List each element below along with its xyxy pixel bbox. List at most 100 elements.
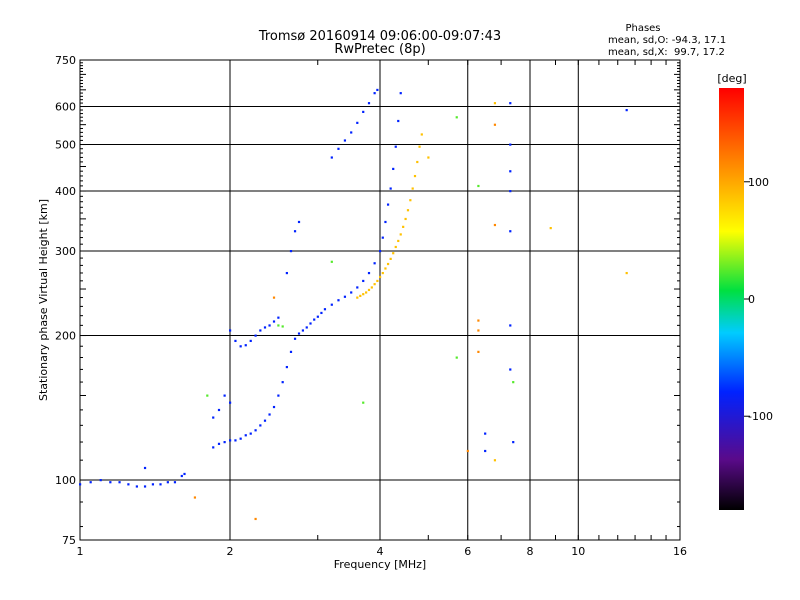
chart-title: Tromsø 20160914 09:06:00-09:07:43 xyxy=(258,29,501,44)
data-point xyxy=(254,334,257,337)
data-point xyxy=(193,496,197,499)
data-point xyxy=(379,275,382,279)
data-point xyxy=(330,303,333,306)
data-point xyxy=(509,324,512,327)
x-tick-label: 2 xyxy=(227,545,234,558)
data-point xyxy=(313,318,316,321)
stats-line-o: mean, sd,O: -94.3, 17.1 xyxy=(608,35,726,46)
data-point xyxy=(418,145,421,148)
data-point xyxy=(337,299,340,302)
data-point xyxy=(350,291,353,294)
colorbar-gradient xyxy=(719,88,744,510)
y-tick-label: 100 xyxy=(55,474,76,487)
x-tick-label: 4 xyxy=(377,545,384,558)
data-point xyxy=(254,517,257,521)
stats-line-x: mean, sd,X: 99.7, 17.2 xyxy=(608,47,725,58)
data-point xyxy=(183,472,186,476)
data-point xyxy=(406,209,410,212)
colorbar-ticks: 100 0 -100 xyxy=(744,176,773,423)
plot-area: 1 2 4 6 8 10 16 75 100 200 300 400 500 600 750 xyxy=(55,54,687,558)
data-point xyxy=(359,294,362,297)
data-point xyxy=(330,260,333,263)
data-point xyxy=(249,432,252,435)
data-point xyxy=(477,350,480,353)
data-point xyxy=(356,286,359,289)
x-tick-label: 10 xyxy=(571,545,585,558)
y-axis-label: Stationary phase Virtual Height [km] xyxy=(37,199,50,401)
data-point xyxy=(455,356,458,359)
data-point xyxy=(277,316,280,319)
colorbar: [deg] 100 0 -100 xyxy=(717,72,773,510)
data-point xyxy=(416,160,419,164)
data-point xyxy=(509,170,512,173)
data-point xyxy=(239,437,242,440)
data-point xyxy=(493,459,497,462)
colorbar-tick-label: -100 xyxy=(748,410,773,423)
data-point xyxy=(323,308,327,311)
data-point xyxy=(151,483,155,486)
data-point xyxy=(143,466,147,470)
data-point xyxy=(135,485,138,488)
data-point xyxy=(392,252,395,255)
data-point xyxy=(413,174,417,178)
data-point xyxy=(337,147,340,150)
data-point xyxy=(229,439,232,442)
colorbar-tick-label: 100 xyxy=(748,176,769,189)
data-point xyxy=(217,408,221,412)
data-point xyxy=(118,481,121,484)
data-point xyxy=(166,481,169,484)
data-point xyxy=(127,483,130,486)
data-point xyxy=(477,319,480,322)
data-point xyxy=(376,279,379,283)
data-point xyxy=(356,121,359,124)
data-point xyxy=(263,326,267,329)
data-point xyxy=(89,481,92,484)
data-point xyxy=(289,350,293,353)
data-point xyxy=(343,295,347,298)
data-point xyxy=(397,119,400,123)
x-tick-label: 6 xyxy=(464,545,471,558)
data-point xyxy=(297,220,301,224)
data-point xyxy=(343,139,347,142)
data-point xyxy=(389,187,392,190)
data-point xyxy=(381,236,384,239)
data-point xyxy=(173,481,177,484)
data-point xyxy=(239,345,242,348)
data-point xyxy=(289,250,293,253)
x-tick-label: 1 xyxy=(77,545,84,558)
data-point xyxy=(362,110,365,113)
data-point xyxy=(259,424,262,427)
y-tick-label: 600 xyxy=(55,101,76,114)
data-point xyxy=(223,441,226,444)
data-point xyxy=(394,245,397,249)
data-point xyxy=(316,315,319,318)
data-point xyxy=(229,329,232,332)
data-point xyxy=(277,324,280,327)
data-point xyxy=(386,203,390,206)
data-point xyxy=(320,311,323,315)
data-point xyxy=(484,432,487,435)
data-point xyxy=(223,394,226,397)
data-point xyxy=(379,250,382,253)
data-point xyxy=(484,449,487,453)
data-point xyxy=(362,279,365,283)
data-point xyxy=(384,220,387,224)
data-point xyxy=(249,339,252,343)
data-point xyxy=(143,485,147,488)
data-point xyxy=(625,109,628,112)
data-point xyxy=(477,329,480,332)
data-point xyxy=(301,329,305,332)
data-point xyxy=(259,329,262,332)
data-point xyxy=(512,381,515,384)
data-point xyxy=(356,296,359,299)
data-point xyxy=(350,131,353,134)
data-point xyxy=(365,291,368,294)
data-point xyxy=(212,416,215,419)
data-point xyxy=(466,449,469,453)
data-point xyxy=(206,394,209,397)
data-point xyxy=(293,230,297,233)
data-point xyxy=(625,271,628,275)
data-point xyxy=(263,419,267,422)
data-point xyxy=(386,262,390,266)
data-point xyxy=(477,184,480,188)
